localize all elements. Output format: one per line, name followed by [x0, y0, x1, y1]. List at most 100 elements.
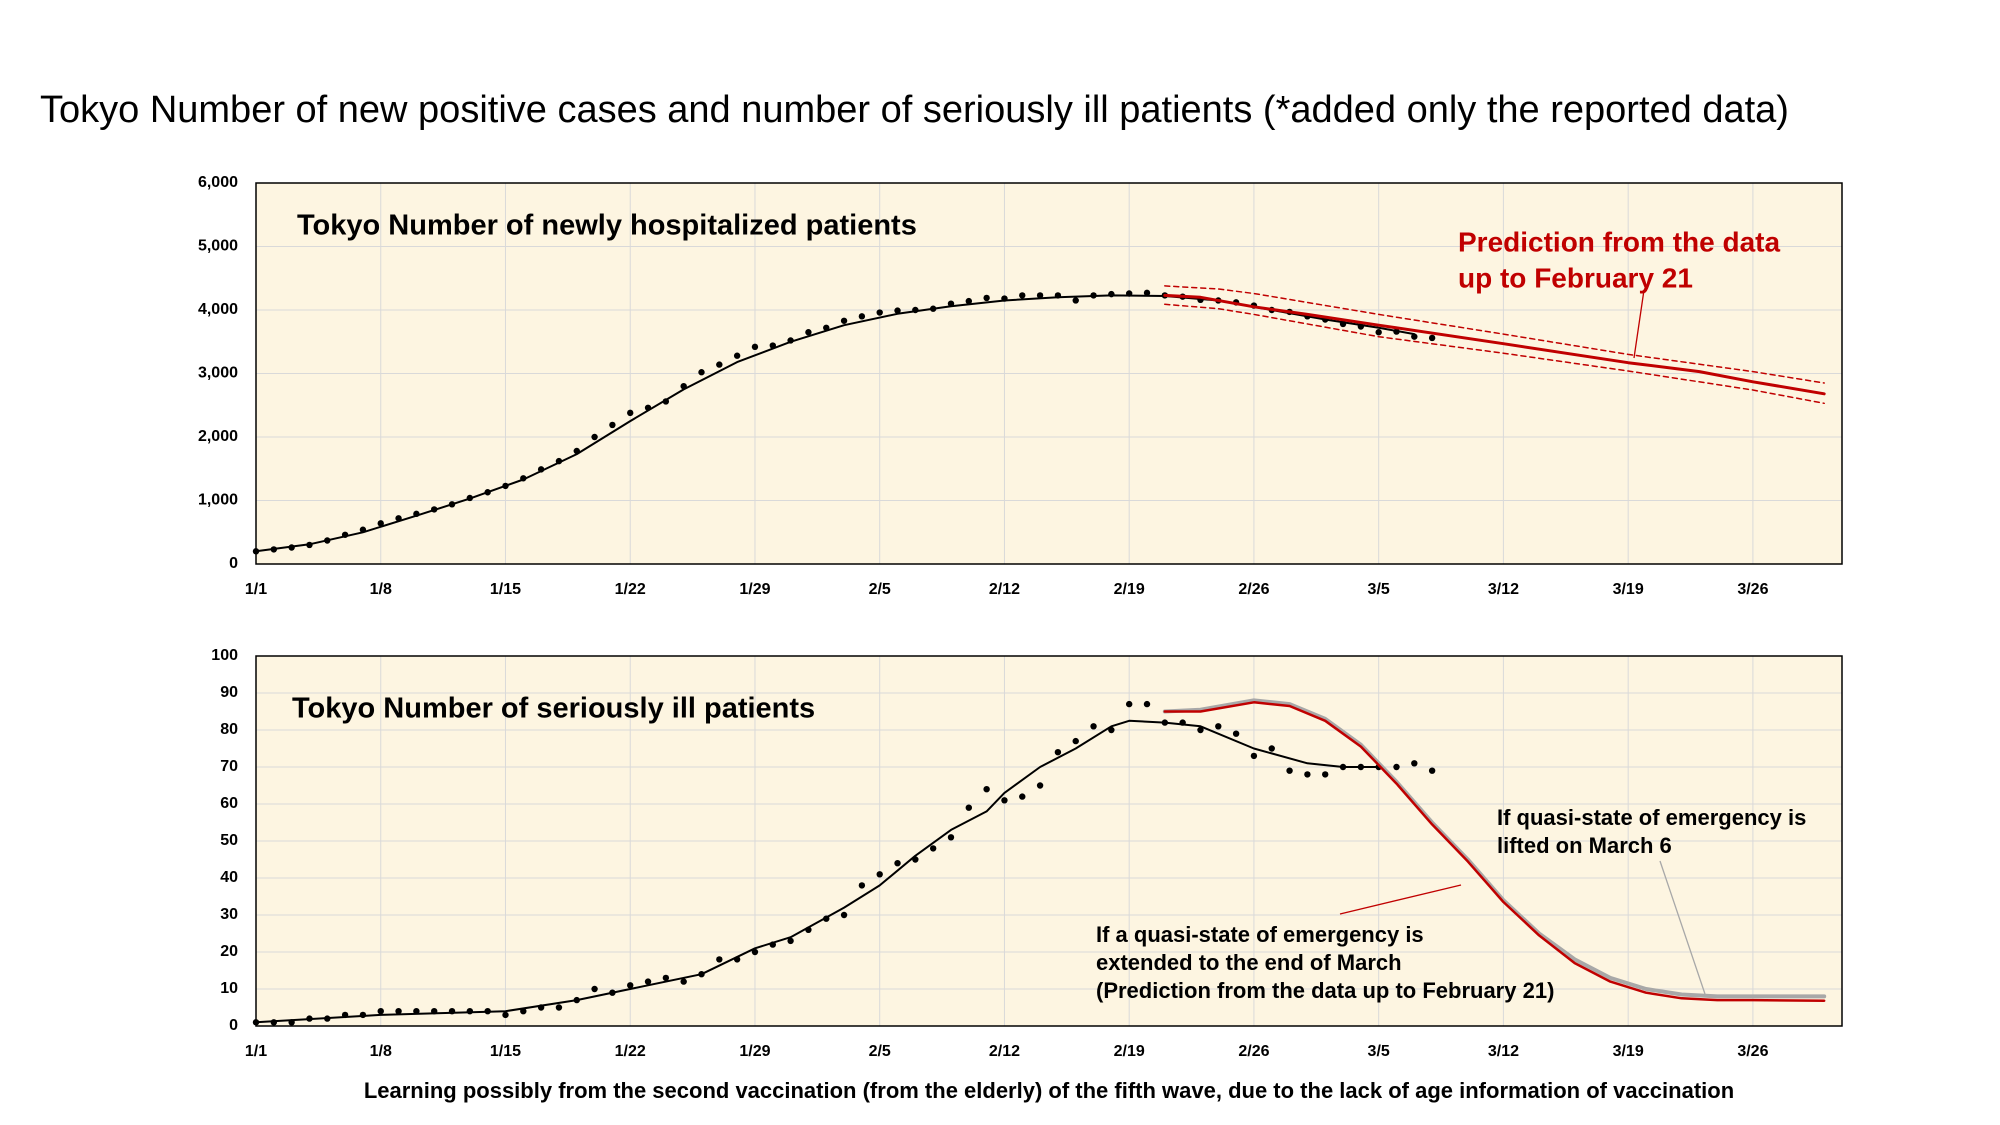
- x-tick-label: 3/26: [1737, 581, 1768, 598]
- x-tick-label: 1/1: [245, 1043, 267, 1060]
- data-point: [377, 520, 384, 527]
- data-point: [1375, 329, 1382, 336]
- x-tick-label: 2/5: [869, 581, 891, 598]
- data-point: [1393, 763, 1400, 771]
- annotation: extended to the end of March: [1096, 950, 1402, 975]
- y-tick-label: 6,000: [198, 174, 238, 191]
- data-point: [1036, 292, 1044, 299]
- data-point: [502, 1011, 509, 1019]
- y-tick-label: 4,000: [198, 301, 238, 318]
- annotation-leader: [1339, 884, 1462, 915]
- data-point: [1215, 723, 1222, 730]
- y-tick-label: 0: [229, 555, 238, 572]
- prediction-band: [1164, 303, 1825, 405]
- data-point: [805, 329, 812, 336]
- data-point: [929, 845, 937, 852]
- x-tick-label: 2/12: [989, 1043, 1020, 1060]
- data-point: [1072, 297, 1079, 304]
- series-line: [1163, 293, 1826, 396]
- y-tick-label: 5,000: [198, 238, 238, 255]
- data-point: [698, 369, 705, 376]
- series-line: [1163, 701, 1826, 1003]
- data-point: [876, 871, 883, 878]
- x-tick-label: 2/12: [989, 581, 1020, 598]
- data-point: [965, 297, 973, 305]
- x-tick-label: 1/15: [490, 581, 521, 598]
- series-line: [255, 719, 1380, 1024]
- data-point: [1197, 726, 1204, 734]
- data-point: [1072, 737, 1079, 745]
- annotation-leader: [1633, 289, 1645, 359]
- data-point: [983, 786, 990, 793]
- data-point: [1250, 752, 1258, 760]
- data-point: [965, 804, 973, 811]
- y-tick-label: 30: [220, 906, 238, 923]
- x-tick-label: 3/5: [1368, 581, 1390, 598]
- chart-title: Tokyo Number of seriously ill patients: [292, 693, 815, 725]
- x-tick-label: 3/19: [1613, 1043, 1644, 1060]
- annotation: lifted on March 6: [1497, 833, 1672, 858]
- chart-title: Tokyo Number of newly hospitalized patie…: [297, 210, 917, 242]
- x-tick-label: 3/12: [1488, 1043, 1519, 1060]
- data-point: [1411, 760, 1418, 767]
- data-point: [1019, 793, 1026, 800]
- data-point: [627, 982, 634, 989]
- data-point: [1286, 767, 1293, 774]
- data-point: [377, 1008, 384, 1015]
- x-tick-label: 3/19: [1613, 581, 1644, 598]
- y-tick-label: 50: [220, 832, 238, 849]
- y-tick-label: 0: [229, 1017, 238, 1034]
- y-tick-label: 60: [220, 795, 238, 812]
- x-tick-label: 2/19: [1114, 1043, 1145, 1060]
- y-tick-label: 80: [220, 721, 238, 738]
- data-point: [1125, 700, 1133, 708]
- x-tick-label: 3/12: [1488, 581, 1519, 598]
- data-point: [840, 911, 848, 919]
- data-point: [840, 317, 848, 324]
- data-point: [1143, 289, 1151, 297]
- data-point: [876, 309, 883, 316]
- figure-title: Tokyo Number of new positive cases and n…: [40, 89, 1789, 131]
- data-point: [716, 956, 723, 963]
- data-point: [1428, 767, 1436, 774]
- data-point: [1143, 700, 1151, 708]
- data-point: [858, 313, 866, 320]
- data-point: [591, 433, 598, 441]
- data-point: [1090, 723, 1097, 730]
- y-tick-label: 1,000: [198, 492, 238, 509]
- data-point: [983, 294, 990, 302]
- data-point: [627, 409, 634, 417]
- x-tick-label: 2/26: [1238, 1043, 1269, 1060]
- data-point: [609, 421, 616, 429]
- y-tick-label: 10: [220, 980, 238, 997]
- x-tick-label: 1/29: [739, 581, 770, 598]
- data-point: [1232, 730, 1240, 737]
- y-tick-label: 3,000: [198, 365, 238, 382]
- data-point: [1054, 749, 1062, 756]
- data-point: [1411, 333, 1418, 340]
- x-tick-label: 1/15: [490, 1043, 521, 1060]
- x-tick-label: 1/8: [370, 1043, 392, 1060]
- data-point: [1322, 771, 1329, 778]
- data-point: [1001, 797, 1008, 804]
- x-tick-label: 1/22: [615, 1043, 646, 1060]
- y-tick-label: 2,000: [198, 428, 238, 445]
- data-point: [751, 343, 759, 351]
- x-tick-label: 1/8: [370, 581, 392, 598]
- data-point: [1304, 771, 1311, 778]
- prediction-band: [1164, 285, 1825, 384]
- data-point: [858, 882, 866, 889]
- x-tick-label: 2/5: [869, 1043, 891, 1060]
- data-point: [787, 937, 794, 945]
- data-point: [1019, 292, 1026, 299]
- data-point: [894, 307, 901, 314]
- x-tick-label: 2/26: [1238, 581, 1269, 598]
- y-tick-label: 70: [220, 758, 238, 775]
- annotation: up to February 21: [1458, 262, 1693, 293]
- data-point: [716, 361, 723, 368]
- annotation: If quasi-state of emergency is: [1497, 805, 1806, 830]
- x-axis-label: Learning possibly from the second vaccin…: [364, 1078, 1734, 1103]
- data-point: [591, 985, 598, 993]
- x-tick-label: 2/19: [1114, 581, 1145, 598]
